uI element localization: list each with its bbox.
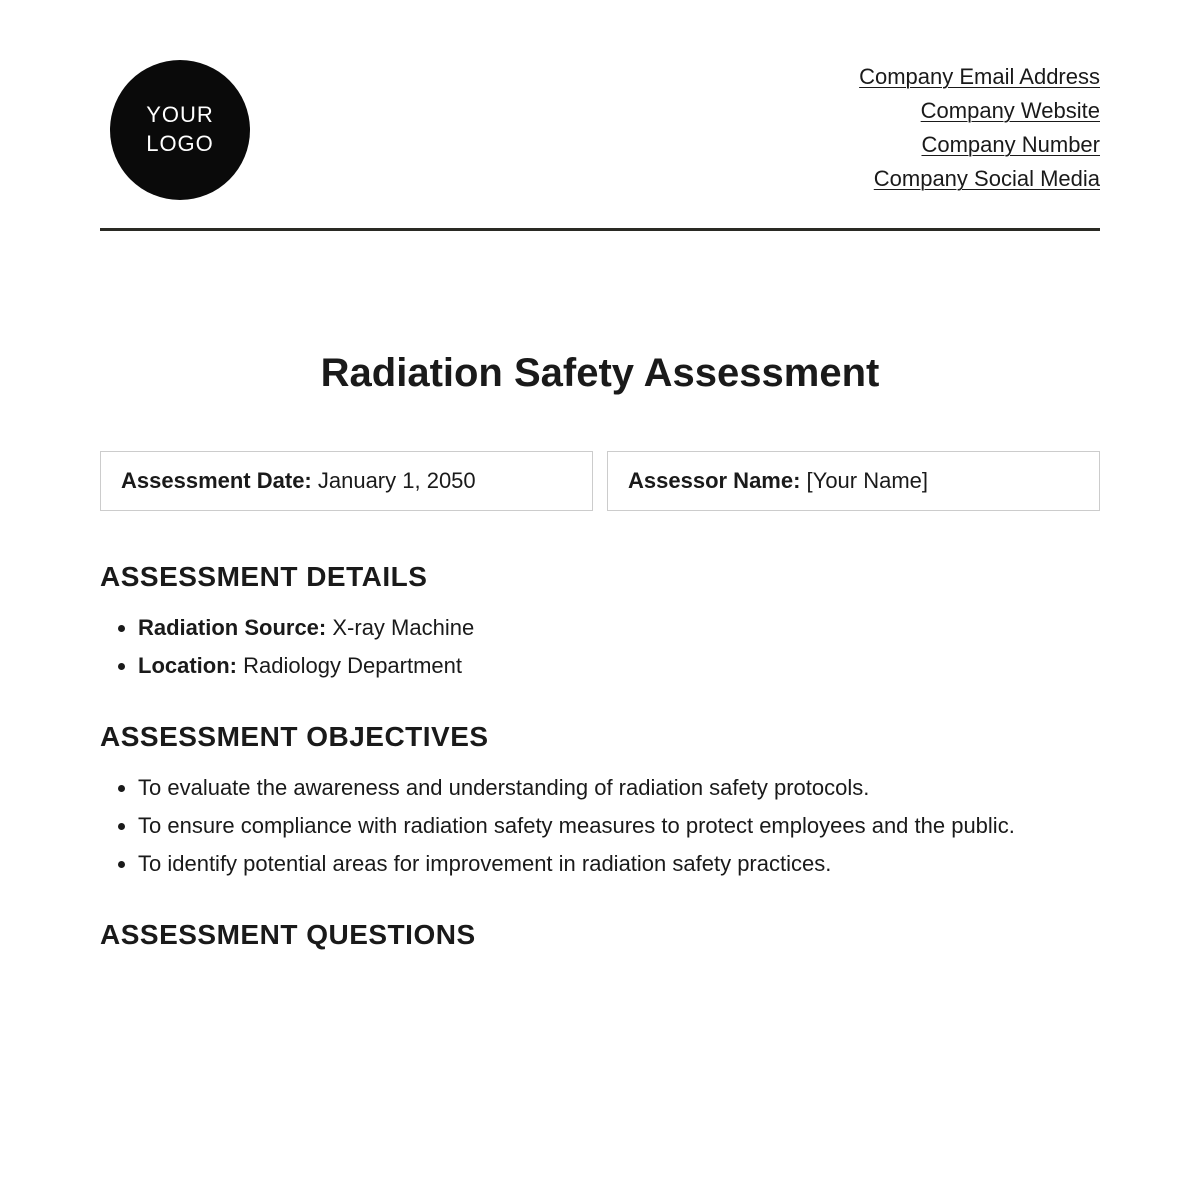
logo-text-line1: YOUR xyxy=(146,101,214,130)
company-website[interactable]: Company Website xyxy=(859,94,1100,128)
list-item: Radiation Source: X-ray Machine xyxy=(138,611,1100,645)
company-email[interactable]: Company Email Address xyxy=(859,60,1100,94)
assessor-name-label: Assessor Name: xyxy=(628,468,800,493)
logo-text-line2: LOGO xyxy=(146,130,214,159)
assessor-name-box: Assessor Name: [Your Name] xyxy=(607,451,1100,511)
detail-label: Location: xyxy=(138,653,237,678)
assessment-date-label: Assessment Date: xyxy=(121,468,312,493)
document-title: Radiation Safety Assessment xyxy=(100,351,1100,396)
section-heading-questions: ASSESSMENT QUESTIONS xyxy=(100,919,1100,951)
assessment-date-box: Assessment Date: January 1, 2050 xyxy=(100,451,593,511)
list-item: To identify potential areas for improvem… xyxy=(138,847,1100,881)
detail-value: X-ray Machine xyxy=(326,615,474,640)
section-heading-objectives: ASSESSMENT OBJECTIVES xyxy=(100,721,1100,753)
detail-label: Radiation Source: xyxy=(138,615,326,640)
list-item: To evaluate the awareness and understand… xyxy=(138,771,1100,805)
list-item: Location: Radiology Department xyxy=(138,649,1100,683)
company-info-block: Company Email Address Company Website Co… xyxy=(859,60,1100,196)
list-item: To ensure compliance with radiation safe… xyxy=(138,809,1100,843)
objectives-list: To evaluate the awareness and understand… xyxy=(100,771,1100,881)
company-social[interactable]: Company Social Media xyxy=(859,162,1100,196)
assessor-name-value: [Your Name] xyxy=(800,468,928,493)
detail-value: Radiology Department xyxy=(237,653,462,678)
section-heading-details: ASSESSMENT DETAILS xyxy=(100,561,1100,593)
assessment-date-value: January 1, 2050 xyxy=(312,468,476,493)
details-list: Radiation Source: X-ray Machine Location… xyxy=(100,611,1100,683)
logo-placeholder: YOUR LOGO xyxy=(110,60,250,200)
company-number[interactable]: Company Number xyxy=(859,128,1100,162)
assessment-meta-row: Assessment Date: January 1, 2050 Assesso… xyxy=(100,451,1100,511)
document-header: YOUR LOGO Company Email Address Company … xyxy=(100,60,1100,231)
